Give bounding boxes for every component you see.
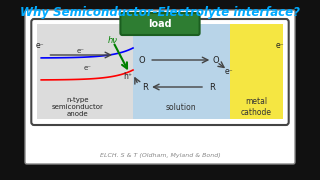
FancyBboxPatch shape: [25, 10, 295, 164]
Text: R: R: [142, 82, 148, 91]
Bar: [230, 24, 283, 119]
Text: metal
cathode: metal cathode: [241, 97, 272, 117]
Bar: [37, 24, 133, 119]
Text: h⁺: h⁺: [123, 71, 132, 80]
Text: e⁻: e⁻: [36, 40, 44, 50]
FancyBboxPatch shape: [120, 13, 200, 35]
Text: n-type
semiconductor
anode: n-type semiconductor anode: [51, 97, 103, 117]
Bar: [133, 24, 230, 119]
Text: O: O: [139, 55, 145, 64]
Text: load: load: [148, 19, 172, 29]
Text: ELCH. S & T (Oldham, Myland & Bond): ELCH. S & T (Oldham, Myland & Bond): [100, 152, 220, 158]
Text: solution: solution: [165, 102, 196, 111]
Text: O: O: [212, 55, 219, 64]
Text: e⁻: e⁻: [84, 65, 92, 71]
Text: e⁻: e⁻: [225, 66, 234, 75]
Text: R: R: [209, 82, 215, 91]
Text: hν: hν: [108, 35, 117, 44]
Text: e⁻: e⁻: [77, 48, 85, 54]
Text: e⁻: e⁻: [276, 40, 284, 50]
Text: Why Semiconductor-Electrolyte interface?: Why Semiconductor-Electrolyte interface?: [20, 6, 300, 19]
